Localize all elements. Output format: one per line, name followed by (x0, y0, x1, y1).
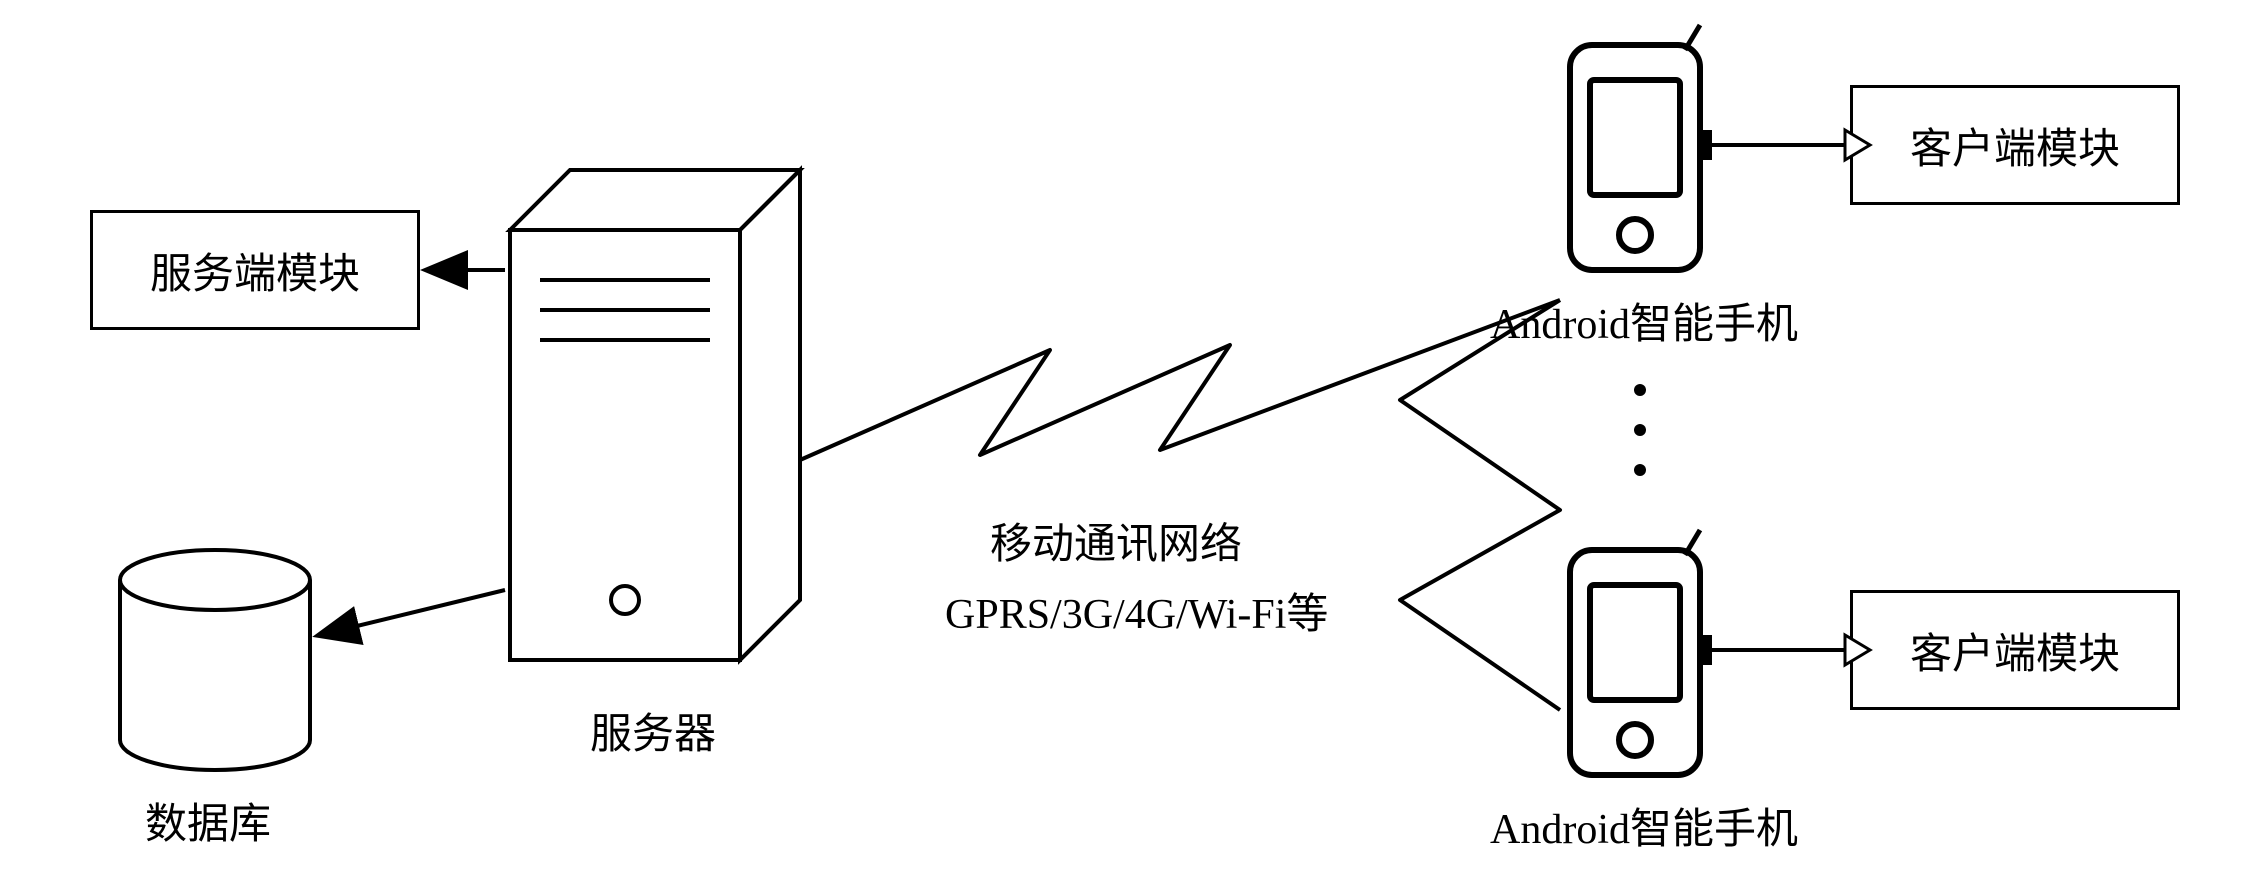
server-module-box: 服务端模块 (90, 210, 420, 330)
phone-2-label: Android智能手机 (1490, 795, 1798, 856)
client-module-1-label: 客户端模块 (1910, 115, 2120, 176)
arrow-server-to-db (320, 590, 505, 635)
phone-icon-2 (1570, 530, 1700, 775)
server-icon (510, 170, 800, 660)
database-label: 数据库 (145, 790, 271, 851)
client-module-2-box: 客户端模块 (1850, 590, 2180, 710)
phone-1-label: Android智能手机 (1490, 290, 1798, 351)
server-label: 服务器 (590, 700, 716, 761)
server-module-label: 服务端模块 (150, 240, 360, 301)
network-label-1: 移动通讯网络 (990, 510, 1242, 571)
connector-phone2-box (1700, 635, 1712, 665)
network-label-2: GPRS/3G/4G/Wi-Fi等 (945, 580, 1328, 641)
wireless-link-icon (800, 300, 1560, 710)
phone-icon-1 (1570, 25, 1700, 270)
client-module-1-box: 客户端模块 (1850, 85, 2180, 205)
database-icon (120, 550, 310, 770)
client-module-2-label: 客户端模块 (1910, 620, 2120, 681)
vertical-dots-icon (1634, 384, 1646, 476)
connector-phone1-box (1700, 130, 1712, 160)
